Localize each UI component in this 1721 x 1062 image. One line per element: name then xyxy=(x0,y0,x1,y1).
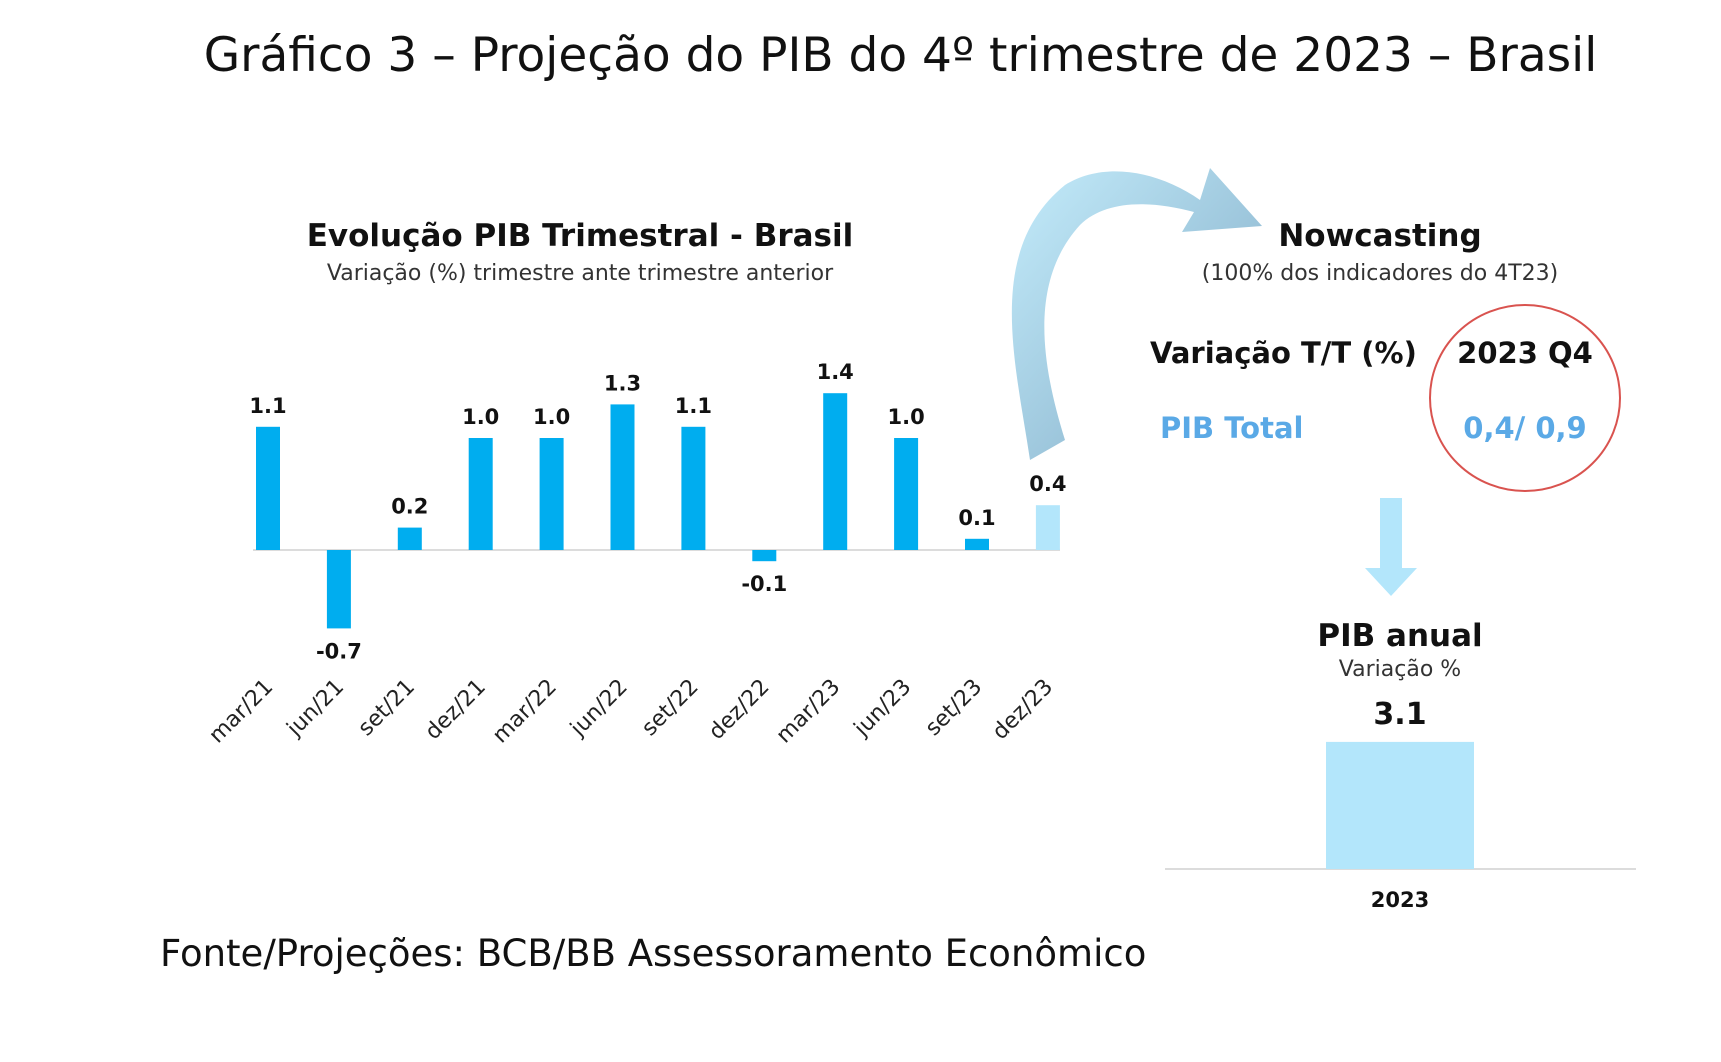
value-label: 1.0 xyxy=(887,405,924,429)
annual-tick-label: 2023 xyxy=(1370,888,1430,912)
tick-label: dez/21 xyxy=(421,675,491,745)
bar-jun/22 xyxy=(610,404,635,550)
nowcasting-row-value: 0,4/ 0,9 xyxy=(1463,411,1587,445)
annual-value-label: 3.1 xyxy=(1373,697,1427,732)
annual-chart-title: PIB anual xyxy=(1317,618,1483,654)
value-label: 0.2 xyxy=(391,495,428,519)
value-label: -0.1 xyxy=(741,572,787,596)
nowcasting-title: Nowcasting xyxy=(1278,218,1482,254)
tick-label: set/21 xyxy=(354,675,420,741)
value-label: 1.3 xyxy=(604,371,641,395)
value-label: 1.1 xyxy=(675,394,712,418)
bar-jun/23 xyxy=(894,438,919,550)
tick-label: set/23 xyxy=(921,675,987,741)
bar-set/23 xyxy=(965,538,989,550)
value-label: 1.0 xyxy=(462,405,499,429)
bar-set/21 xyxy=(397,527,422,550)
value-label: -0.7 xyxy=(316,639,362,663)
bar-dez/22 xyxy=(752,550,777,562)
tick-label: mar/21 xyxy=(204,675,278,749)
annual-bar-2023 xyxy=(1326,741,1474,869)
tick-label: mar/23 xyxy=(772,675,846,749)
tick-label: set/22 xyxy=(637,675,703,741)
bar-jun/21 xyxy=(326,550,351,629)
tick-label: jun/23 xyxy=(849,675,916,742)
nowcasting-column-header: 2023 Q4 xyxy=(1457,336,1593,370)
nowcasting-row-header: Variação T/T (%) xyxy=(1150,336,1417,370)
value-label: 1.4 xyxy=(817,360,854,384)
value-label: 1.1 xyxy=(249,394,286,418)
quarterly-chart-subtitle: Variação (%) trimestre ante trimestre an… xyxy=(326,261,834,286)
quarterly-chart-title: Evolução PIB Trimestral - Brasil xyxy=(306,218,854,254)
tick-label: jun/22 xyxy=(565,675,632,742)
bar-mar/21 xyxy=(256,426,280,550)
tick-label: jun/21 xyxy=(282,675,349,742)
bar-dez/23 xyxy=(1035,505,1060,550)
nowcasting-subtitle: (100% dos indicadores do 4T23) xyxy=(1201,261,1559,286)
page-title: Gráfico 3 – Projeção do PIB do 4º trimes… xyxy=(203,28,1598,83)
annual-chart-subtitle: Variação % xyxy=(1338,657,1462,682)
nowcasting-row-label: PIB Total xyxy=(1160,411,1304,445)
tick-label: dez/23 xyxy=(988,675,1058,745)
source-note: Fonte/Projeções: BCB/BB Assessoramento E… xyxy=(160,932,1147,975)
curved-arrow-icon xyxy=(1011,168,1262,460)
bar-mar/22 xyxy=(539,438,564,550)
value-label: 0.4 xyxy=(1029,472,1066,496)
bar-dez/21 xyxy=(468,438,493,550)
bar-mar/23 xyxy=(823,393,848,550)
value-label: 1.0 xyxy=(533,405,570,429)
tick-label: dez/22 xyxy=(704,675,774,745)
value-label: 0.1 xyxy=(958,506,995,530)
down-arrow-icon xyxy=(1365,498,1417,596)
bar-set/22 xyxy=(681,426,706,550)
highlight-circle xyxy=(1429,304,1621,492)
tick-label: mar/22 xyxy=(488,675,562,749)
